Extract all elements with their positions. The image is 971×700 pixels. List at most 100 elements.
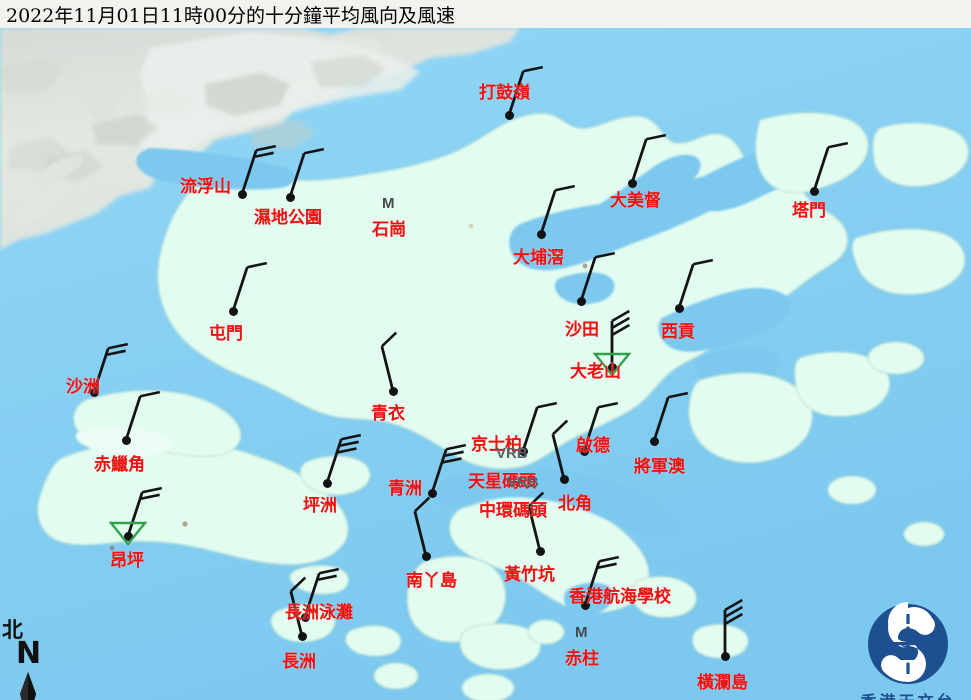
station-label-lau-fau-shan: 流浮山 [180,177,231,197]
compass-north-zh: 北 [2,617,23,642]
logo-text-zh: 香港天文台 [845,688,971,700]
wind-barb-chek-lap-kok [124,390,161,441]
station-dot-icon [607,362,617,372]
station-dot-icon [674,303,684,313]
station-label-sha-tin: 沙田 [565,320,599,340]
station-label-sea-school: 香港航海學校 [569,587,671,607]
station-label-ngong-ping: 昂坪 [110,551,144,571]
compass-rose: 北 N [2,616,68,700]
wind-barb-tuen-mun [231,261,268,312]
wind-barb-wetland-park [288,147,325,198]
wind-barb-peng-chau [325,433,362,484]
station-dot-icon [322,478,332,488]
vrb-indicator: VRB [507,474,539,491]
station-dot-icon [89,387,99,397]
station-label-wetland-park: 濕地公園 [254,208,322,228]
station-label-lamma-island: 南丫島 [406,571,457,591]
station-label-stanley: 赤柱 [565,649,599,669]
wind-barb-green-island [430,443,467,494]
wind-barb-tap-mun [812,141,849,192]
wind-barb-waglan-island [723,598,743,656]
wind-barb-tseung-kwan-o [652,391,689,442]
hko-emblem-icon [868,602,948,684]
missing-data-indicator: M [382,195,395,212]
wind-barb-lamma-island [413,496,431,557]
compass-needle-icon [20,672,36,700]
station-dot-icon [580,600,590,610]
station-label-tuen-mun: 屯門 [209,324,243,344]
wind-barb-tai-mei-tuk [630,133,667,184]
station-label-kai-tak: 啟德 [576,436,610,456]
wind-barb-tai-po-kau [539,184,576,235]
station-dot-icon [421,551,431,561]
station-dot-icon [285,192,295,202]
station-dot-icon [518,446,528,456]
station-label-central-pier: 中環碼頭 [479,501,547,521]
station-label-wong-chuk-hang: 黃竹坑 [504,565,555,585]
station-label-sha-chau: 沙洲 [66,377,100,397]
station-dot-icon [809,186,819,196]
wind-barb-north-point [551,419,569,480]
map-geography [0,28,971,700]
vrb-indicator: VRB [496,445,528,462]
wind-barb-layer [92,65,849,656]
calm-triangle-icon [108,521,148,546]
station-dot-icon [121,435,131,445]
missing-data-indicator: M [575,624,588,641]
station-dot-icon [535,546,545,556]
station-label-shek-kong: 石崗 [372,220,406,240]
station-label-tsing-yi: 青衣 [371,404,405,424]
station-label-green-island: 青洲 [388,479,422,499]
wind-barb-ta-kwu-ling [507,65,544,116]
wind-barb-sea-school [583,555,620,606]
wind-barb-cheung-chau-beach [303,567,340,618]
wind-barb-kings-park [521,401,558,452]
station-dot-icon [297,631,307,641]
wind-barb-lau-fau-shan [240,144,277,195]
station-label-peng-chau: 坪洲 [303,496,337,516]
station-dot-icon [649,436,659,446]
station-label-tates-cairn: 大老山 [570,362,621,382]
station-dot-icon [627,178,637,188]
wind-barb-sai-kung [677,258,714,309]
wind-barb-sha-chau [92,342,129,393]
station-label-tap-mun: 塔門 [792,201,826,221]
station-label-tseung-kwan-o: 將軍澳 [634,457,685,477]
station-dot-icon [388,386,398,396]
station-label-waglan-island: 橫瀾島 [697,673,748,693]
station-dot-icon [427,488,437,498]
station-dot-icon [300,612,310,622]
station-dot-icon [228,306,238,316]
station-label-sai-kung: 西貢 [661,322,695,342]
title-bar: 2022年11月01日11時00分的十分鐘平均風向及風速 [0,0,971,28]
station-label-cheung-chau-beach: 長洲泳灘 [285,603,353,623]
station-dot-icon [576,296,586,306]
station-label-ta-kwu-ling: 打鼓嶺 [479,83,530,103]
page-title: 2022年11月01日11時00分的十分鐘平均風向及風速 [6,5,456,27]
station-dot-icon [579,446,589,456]
station-dot-icon [559,474,569,484]
station-label-cheung-chau: 長洲 [282,652,316,672]
wind-barb-tates-cairn [610,309,630,367]
station-label-tai-po-kau: 大埔滘 [513,248,564,268]
station-dot-icon [123,531,133,541]
calm-triangle-icon [592,352,632,377]
wind-barb-sha-tin [579,251,616,302]
wind-barb-tsing-yi [380,331,398,392]
station-dot-icon [720,651,730,661]
station-label-chek-lap-kok: 赤鱲角 [94,455,145,475]
station-label-star-ferry: 天星碼頭 [468,472,536,492]
wind-barb-ngong-ping [126,486,163,537]
hko-logo: 香港天文台 HONG KONG OBSERVATORY [845,600,971,700]
station-dot-icon [536,229,546,239]
station-label-kings-park: 京士柏 [471,435,522,455]
wind-barb-cheung-chau [289,576,307,637]
station-label-tai-mei-tuk: 大美督 [610,191,661,211]
map-canvas[interactable]: 打鼓嶺流浮山濕地公園 M 石崗 大美督塔門大埔滘沙田 西貢大老山 屯門沙洲赤鱲角昂坪 青衣坪… [0,28,971,700]
station-dot-icon [504,110,514,120]
wind-barb-wong-chuk-hang [527,491,545,552]
compass-north-en: N [16,636,42,671]
station-dot-icon [237,189,247,199]
station-label-north-point: 北角 [558,494,592,514]
